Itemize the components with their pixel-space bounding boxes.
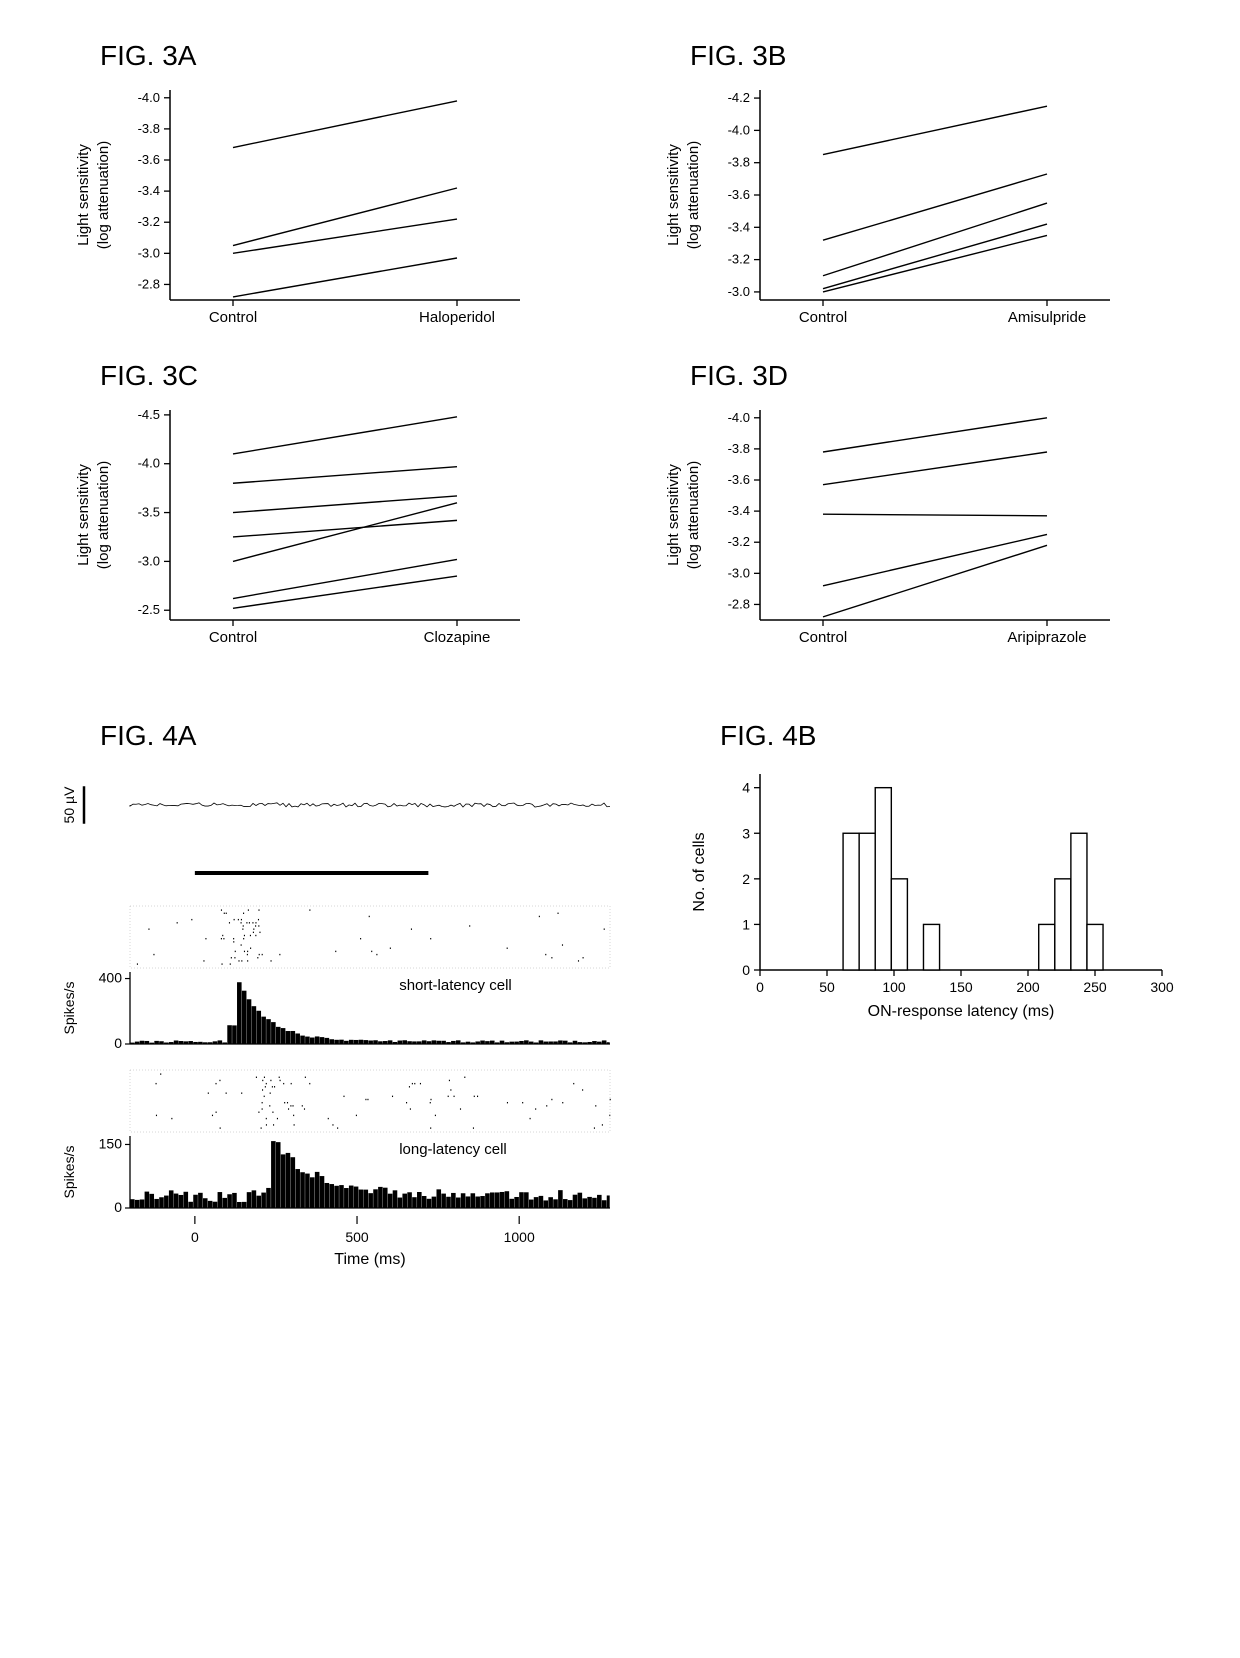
svg-text:250: 250: [1083, 979, 1107, 995]
fig3-chart-1: -4.2 -4.0 -3.8 -3.6 -3.4 -3.2 -3.0 Control Amisu…: [650, 80, 1130, 340]
svg-text:-2.5: -2.5: [138, 602, 160, 617]
svg-text:Amisulpride: Amisulpride: [1008, 309, 1086, 326]
svg-text:-3.6: -3.6: [728, 187, 750, 202]
svg-text:Light sensitivity: Light sensitivity: [75, 464, 92, 566]
fig3-title-0: FIG. 3A: [100, 40, 590, 72]
svg-text:3: 3: [742, 825, 750, 841]
fig3-chart-2: -4.5 -4.0 -3.5 -3.0 -2.5 Control Clozapine Ligh…: [60, 400, 540, 660]
svg-text:150: 150: [99, 1135, 123, 1151]
svg-text:-3.4: -3.4: [728, 503, 750, 518]
fig4a-title: FIG. 4A: [100, 720, 620, 752]
svg-text:100: 100: [882, 979, 906, 995]
svg-text:-3.6: -3.6: [138, 152, 160, 167]
svg-text:-3.0: -3.0: [728, 284, 750, 299]
svg-text:Aripiprazole: Aripiprazole: [1007, 629, 1086, 646]
svg-text:Time (ms): Time (ms): [334, 1251, 405, 1268]
svg-text:-4.0: -4.0: [728, 122, 750, 137]
svg-text:Haloperidol: Haloperidol: [419, 309, 495, 326]
svg-text:-3.2: -3.2: [728, 534, 750, 549]
svg-text:(log attenuation): (log attenuation): [685, 461, 702, 569]
fig4b-title: FIG. 4B: [720, 720, 1180, 752]
svg-text:Light sensitivity: Light sensitivity: [665, 464, 682, 566]
svg-text:Control: Control: [799, 309, 847, 326]
svg-text:50: 50: [819, 979, 835, 995]
svg-text:(log attenuation): (log attenuation): [95, 141, 112, 249]
svg-text:-3.2: -3.2: [138, 214, 160, 229]
svg-text:1000: 1000: [504, 1229, 535, 1245]
svg-text:-3.4: -3.4: [138, 183, 160, 198]
svg-text:Control: Control: [209, 309, 257, 326]
svg-text:-3.4: -3.4: [728, 219, 750, 234]
svg-text:-3.5: -3.5: [138, 505, 160, 520]
svg-text:Clozapine: Clozapine: [424, 629, 491, 646]
svg-text:Control: Control: [799, 629, 847, 646]
svg-text:-3.8: -3.8: [728, 441, 750, 456]
svg-text:-3.6: -3.6: [728, 472, 750, 487]
svg-text:-3.8: -3.8: [138, 121, 160, 136]
svg-text:-4.0: -4.0: [138, 90, 160, 105]
svg-text:0: 0: [742, 962, 750, 978]
fig3-title-2: FIG. 3C: [100, 360, 590, 392]
svg-text:-3.2: -3.2: [728, 252, 750, 267]
svg-text:Light sensitivity: Light sensitivity: [75, 144, 92, 246]
svg-text:-3.0: -3.0: [138, 553, 160, 568]
svg-text:-3.8: -3.8: [728, 155, 750, 170]
svg-text:ON-response latency (ms): ON-response latency (ms): [868, 1003, 1055, 1020]
svg-text:Control: Control: [209, 629, 257, 646]
svg-text:(log attenuation): (log attenuation): [685, 141, 702, 249]
fig4a-composite: 50 µV 0 400 Spikes/s short-latency cell 0 150 S…: [60, 760, 620, 1270]
svg-text:1: 1: [742, 916, 750, 932]
svg-text:(log attenuation): (log attenuation): [95, 461, 112, 569]
svg-text:300: 300: [1150, 979, 1174, 995]
svg-text:long-latency cell: long-latency cell: [399, 1141, 507, 1158]
svg-text:short-latency cell: short-latency cell: [399, 977, 512, 994]
svg-text:0: 0: [114, 1035, 122, 1051]
svg-text:-3.0: -3.0: [728, 565, 750, 580]
svg-text:400: 400: [99, 970, 123, 986]
svg-text:4: 4: [742, 780, 750, 796]
svg-text:200: 200: [1016, 979, 1040, 995]
svg-text:-4.0: -4.0: [728, 410, 750, 425]
fig3-chart-0: -4.0 -3.8 -3.6 -3.4 -3.2 -3.0 -2.8 Control Halop…: [60, 80, 540, 340]
fig3-chart-3: -4.0 -3.8 -3.6 -3.4 -3.2 -3.0 -2.8 Control Aripi…: [650, 400, 1130, 660]
svg-text:0: 0: [114, 1199, 122, 1215]
svg-text:Spikes/s: Spikes/s: [61, 982, 77, 1035]
svg-text:-3.0: -3.0: [138, 245, 160, 260]
svg-text:-4.5: -4.5: [138, 407, 160, 422]
svg-text:Spikes/s: Spikes/s: [61, 1146, 77, 1199]
svg-text:-2.8: -2.8: [728, 596, 750, 611]
svg-text:-4.2: -4.2: [728, 90, 750, 105]
svg-text:0: 0: [191, 1229, 199, 1245]
svg-text:-4.0: -4.0: [138, 456, 160, 471]
svg-text:0: 0: [756, 979, 764, 995]
svg-text:2: 2: [742, 871, 750, 887]
svg-text:-2.8: -2.8: [138, 276, 160, 291]
fig3-title-1: FIG. 3B: [690, 40, 1180, 72]
fig4b-histogram: 0 1 2 3 4 0 50 100 150 200 250 300 No. of cells ON-re…: [680, 760, 1180, 1030]
svg-text:No. of cells: No. of cells: [691, 832, 708, 911]
svg-text:50 µV: 50 µV: [61, 786, 77, 824]
svg-text:Light sensitivity: Light sensitivity: [665, 144, 682, 246]
svg-text:500: 500: [345, 1229, 369, 1245]
svg-text:150: 150: [949, 979, 973, 995]
fig3-title-3: FIG. 3D: [690, 360, 1180, 392]
